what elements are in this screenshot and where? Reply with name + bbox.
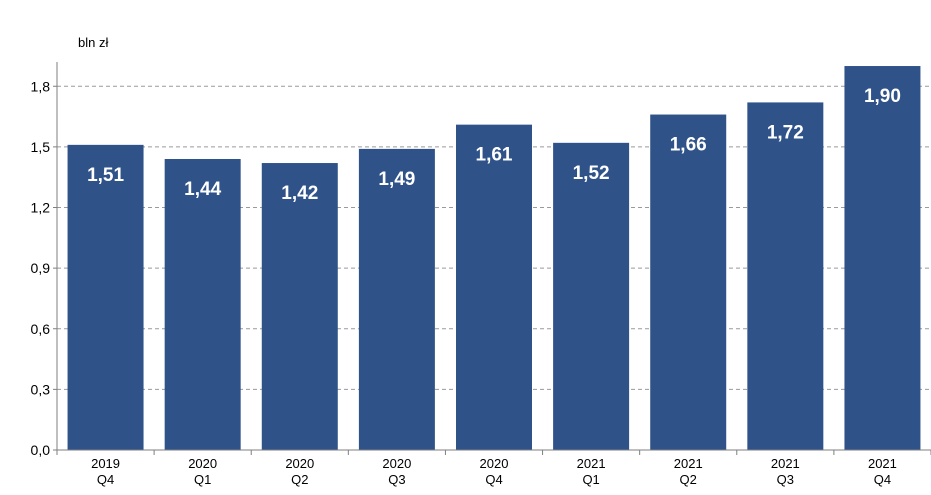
x-tick-label-quarter: Q2	[291, 472, 308, 487]
x-tick-label-quarter: Q3	[388, 472, 405, 487]
bar	[456, 124, 532, 450]
x-tick-label-year: 2020	[382, 456, 411, 471]
x-tick-label-quarter: Q4	[874, 472, 891, 487]
x-tick-label-year: 2021	[771, 456, 800, 471]
bar	[67, 144, 144, 450]
bar-value-label: 1,44	[184, 179, 221, 200]
bar-value-label: 1,61	[476, 145, 513, 166]
x-tick-label-quarter: Q3	[777, 472, 794, 487]
x-tick-label-year: 2020	[188, 456, 217, 471]
y-axis-ticks: 0,0 0,3 0,6 0,9 1,2 1,5 1,8	[31, 78, 57, 458]
bar-value-label: 1,51	[87, 165, 124, 186]
bar	[553, 142, 630, 451]
x-tick-label-year: 2021	[868, 456, 897, 471]
x-tick-label-quarter: Q4	[97, 472, 114, 487]
bar-value-label: 1,42	[281, 183, 318, 204]
x-tick-label-year: 2020	[480, 456, 509, 471]
x-tick-label-quarter: Q1	[582, 472, 599, 487]
bar-value-label: 1,72	[767, 122, 804, 143]
bar	[844, 66, 921, 451]
y-tick-label: 1,2	[31, 200, 51, 216]
bar	[650, 114, 727, 451]
bar	[358, 148, 435, 451]
x-tick-label-year: 2020	[285, 456, 314, 471]
y-tick-label: 0,3	[31, 381, 51, 397]
bar	[164, 159, 241, 450]
bar-value-label: 1,90	[864, 86, 901, 107]
bar-value-label: 1,66	[670, 135, 707, 156]
bar	[747, 102, 824, 451]
y-tick-label: 1,5	[31, 139, 51, 155]
y-tick-label: 1,8	[31, 78, 51, 94]
y-tick-label: 0,9	[31, 260, 51, 276]
x-tick-label-year: 2021	[674, 456, 703, 471]
x-tick-label-year: 2021	[577, 456, 606, 471]
bar-value-label: 1,49	[378, 169, 415, 190]
x-axis-ticks: 2019Q42020Q12020Q22020Q32020Q42021Q12021…	[56, 450, 931, 487]
axes	[56, 62, 931, 451]
x-tick-label-quarter: Q4	[485, 472, 502, 487]
x-tick-label-quarter: Q1	[194, 472, 211, 487]
x-tick-label-year: 2019	[91, 456, 120, 471]
y-tick-label: 0,0	[31, 442, 51, 458]
bars	[67, 66, 921, 451]
y-tick-label: 0,6	[31, 321, 51, 337]
bar-value-label: 1,52	[573, 163, 610, 184]
value-labels: 1,51 1,44 1,42 1,49 1,61 1,52 1,66 1,72 1,90	[87, 86, 901, 204]
bar	[261, 163, 338, 450]
y-axis-unit-label: bln zł	[78, 35, 108, 50]
x-tick-label-quarter: Q2	[680, 472, 697, 487]
